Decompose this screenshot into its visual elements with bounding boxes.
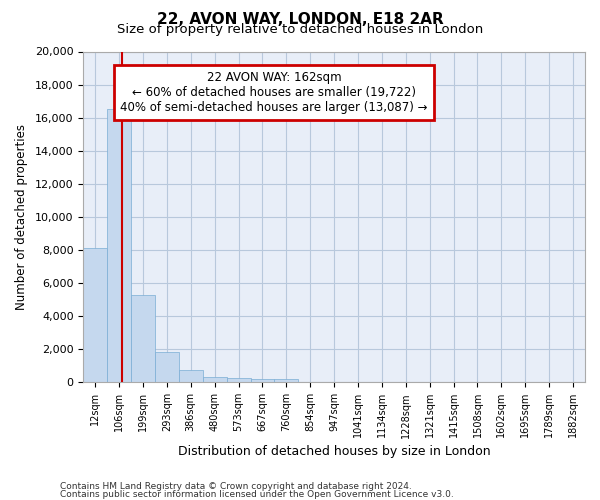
Bar [179,370,203,382]
Text: 22 AVON WAY: 162sqm
← 60% of detached houses are smaller (19,722)
40% of semi-de: 22 AVON WAY: 162sqm ← 60% of detached ho… [120,72,428,114]
Text: Contains public sector information licensed under the Open Government Licence v3: Contains public sector information licen… [60,490,454,499]
Bar [251,378,274,382]
Y-axis label: Number of detached properties: Number of detached properties [15,124,28,310]
Text: 22, AVON WAY, LONDON, E18 2AR: 22, AVON WAY, LONDON, E18 2AR [157,12,443,28]
Bar [83,248,107,382]
Bar [107,110,131,382]
Bar [131,294,155,382]
X-axis label: Distribution of detached houses by size in London: Distribution of detached houses by size … [178,444,490,458]
Bar [155,352,179,382]
Bar [274,379,298,382]
Bar [227,378,251,382]
Text: Contains HM Land Registry data © Crown copyright and database right 2024.: Contains HM Land Registry data © Crown c… [60,482,412,491]
Text: Size of property relative to detached houses in London: Size of property relative to detached ho… [117,22,483,36]
Bar [203,376,227,382]
